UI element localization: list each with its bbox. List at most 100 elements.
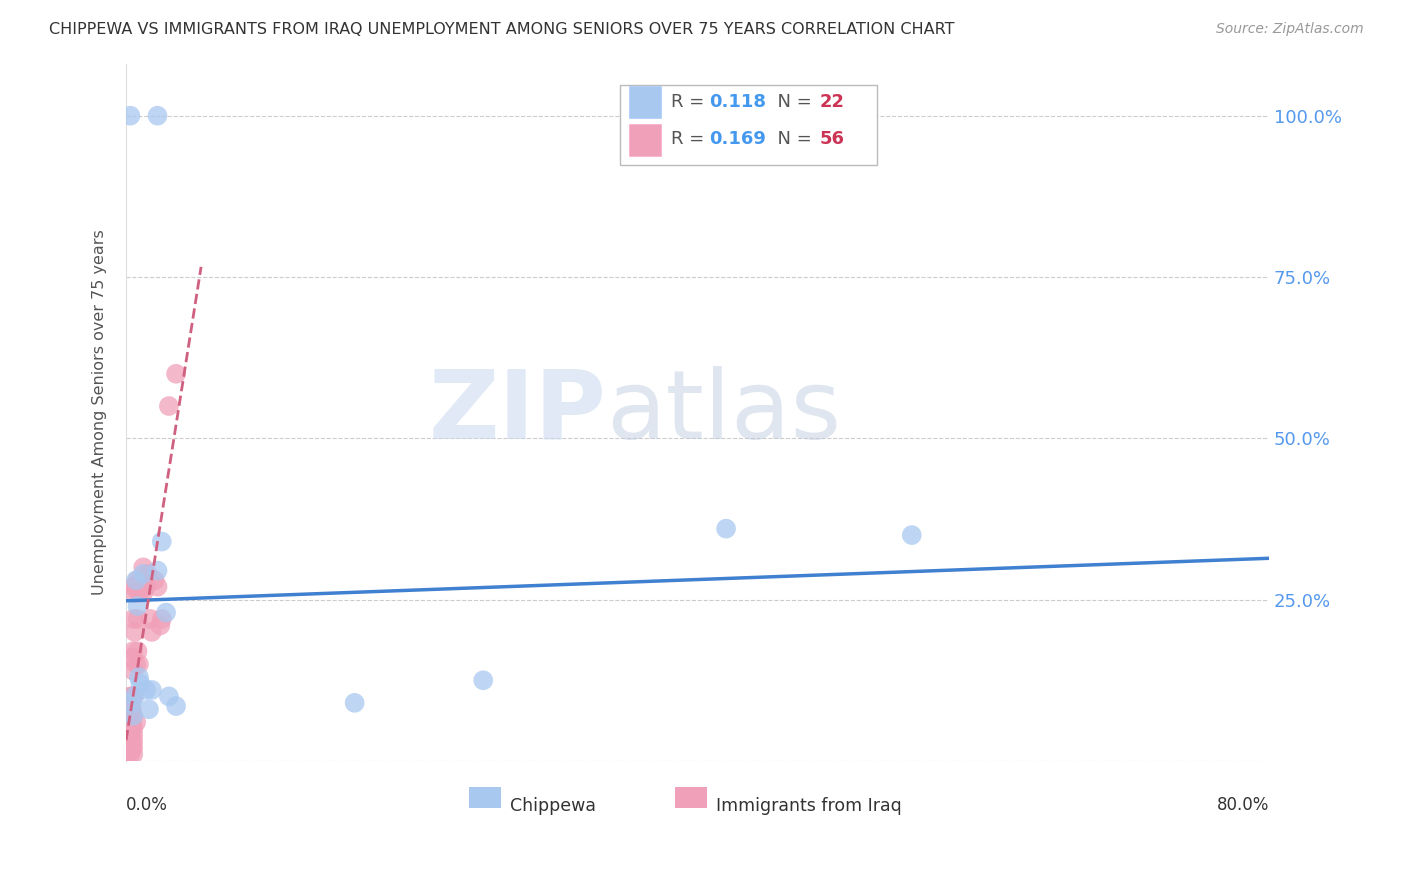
Point bbox=[124, 586, 146, 600]
Text: CHIPPEWA VS IMMIGRANTS FROM IRAQ UNEMPLOYMENT AMONG SENIORS OVER 75 YEARS CORREL: CHIPPEWA VS IMMIGRANTS FROM IRAQ UNEMPLO… bbox=[49, 22, 955, 37]
Point bbox=[122, 664, 145, 678]
Point bbox=[120, 728, 142, 742]
Point bbox=[125, 657, 148, 672]
Bar bbox=[628, 124, 661, 155]
Point bbox=[146, 109, 169, 123]
Point bbox=[128, 670, 150, 684]
Point bbox=[138, 702, 160, 716]
Point bbox=[121, 690, 143, 704]
Point bbox=[120, 734, 142, 748]
Point bbox=[117, 747, 139, 762]
Point bbox=[125, 715, 148, 730]
Point bbox=[129, 676, 152, 690]
Point bbox=[122, 741, 145, 756]
Point bbox=[165, 367, 187, 381]
Point bbox=[139, 612, 162, 626]
Point bbox=[122, 612, 145, 626]
Point bbox=[132, 566, 155, 581]
Point bbox=[121, 734, 143, 748]
Text: 0.169: 0.169 bbox=[709, 130, 766, 148]
Text: R =: R = bbox=[671, 93, 710, 111]
Point bbox=[121, 696, 143, 710]
Point bbox=[120, 708, 142, 723]
Point bbox=[472, 673, 495, 688]
Y-axis label: Unemployment Among Seniors over 75 years: Unemployment Among Seniors over 75 years bbox=[93, 229, 107, 595]
Point bbox=[121, 722, 143, 736]
Text: 0.118: 0.118 bbox=[709, 93, 766, 111]
Point bbox=[124, 624, 146, 639]
Point bbox=[127, 574, 149, 588]
Point bbox=[122, 728, 145, 742]
Point bbox=[155, 606, 177, 620]
Point bbox=[135, 682, 157, 697]
Point bbox=[120, 741, 142, 756]
Point bbox=[128, 586, 150, 600]
Point bbox=[120, 109, 142, 123]
Point bbox=[122, 734, 145, 748]
Text: 0.0%: 0.0% bbox=[127, 796, 167, 814]
Point bbox=[900, 528, 922, 542]
Point bbox=[127, 612, 149, 626]
Text: ZIP: ZIP bbox=[429, 366, 606, 459]
Point bbox=[141, 624, 163, 639]
Point bbox=[150, 612, 173, 626]
Point bbox=[125, 580, 148, 594]
Point bbox=[128, 657, 150, 672]
Text: atlas: atlas bbox=[606, 366, 841, 459]
Point bbox=[117, 741, 139, 756]
Point bbox=[146, 564, 169, 578]
Point bbox=[121, 715, 143, 730]
Point bbox=[141, 682, 163, 697]
Point bbox=[122, 580, 145, 594]
Point bbox=[121, 650, 143, 665]
Point bbox=[127, 644, 149, 658]
Point bbox=[118, 728, 141, 742]
Point bbox=[343, 696, 366, 710]
Text: 22: 22 bbox=[820, 93, 845, 111]
Point bbox=[120, 747, 142, 762]
Point bbox=[121, 702, 143, 716]
Point bbox=[122, 690, 145, 704]
Point bbox=[146, 580, 169, 594]
Text: N =: N = bbox=[766, 130, 817, 148]
Text: Source: ZipAtlas.com: Source: ZipAtlas.com bbox=[1216, 22, 1364, 37]
Point bbox=[132, 586, 155, 600]
Point bbox=[121, 741, 143, 756]
Point bbox=[120, 690, 142, 704]
Point bbox=[118, 741, 141, 756]
Point bbox=[122, 722, 145, 736]
Text: N =: N = bbox=[766, 93, 817, 111]
Point bbox=[127, 599, 149, 613]
Point bbox=[125, 574, 148, 588]
Text: Chippewa: Chippewa bbox=[510, 797, 596, 815]
Point bbox=[149, 618, 172, 632]
Bar bbox=[628, 87, 661, 118]
Point bbox=[124, 690, 146, 704]
Point bbox=[165, 699, 187, 714]
Point bbox=[157, 690, 180, 704]
Point bbox=[122, 747, 145, 762]
Point bbox=[714, 522, 737, 536]
Text: R =: R = bbox=[671, 130, 710, 148]
Text: 56: 56 bbox=[820, 130, 845, 148]
Point bbox=[118, 734, 141, 748]
Point bbox=[120, 722, 142, 736]
FancyBboxPatch shape bbox=[620, 85, 877, 165]
Point bbox=[143, 574, 166, 588]
Point bbox=[122, 708, 145, 723]
Point bbox=[118, 715, 141, 730]
Point bbox=[122, 708, 145, 723]
Text: Immigrants from Iraq: Immigrants from Iraq bbox=[716, 797, 901, 815]
Point bbox=[150, 534, 173, 549]
Point bbox=[117, 747, 139, 762]
Point bbox=[157, 399, 180, 413]
Text: 80.0%: 80.0% bbox=[1216, 796, 1270, 814]
Bar bbox=[675, 788, 707, 808]
Bar bbox=[470, 788, 501, 808]
Point bbox=[132, 560, 155, 574]
Point bbox=[135, 580, 157, 594]
Point bbox=[118, 722, 141, 736]
Point bbox=[136, 566, 159, 581]
Point bbox=[120, 715, 142, 730]
Point bbox=[122, 644, 145, 658]
